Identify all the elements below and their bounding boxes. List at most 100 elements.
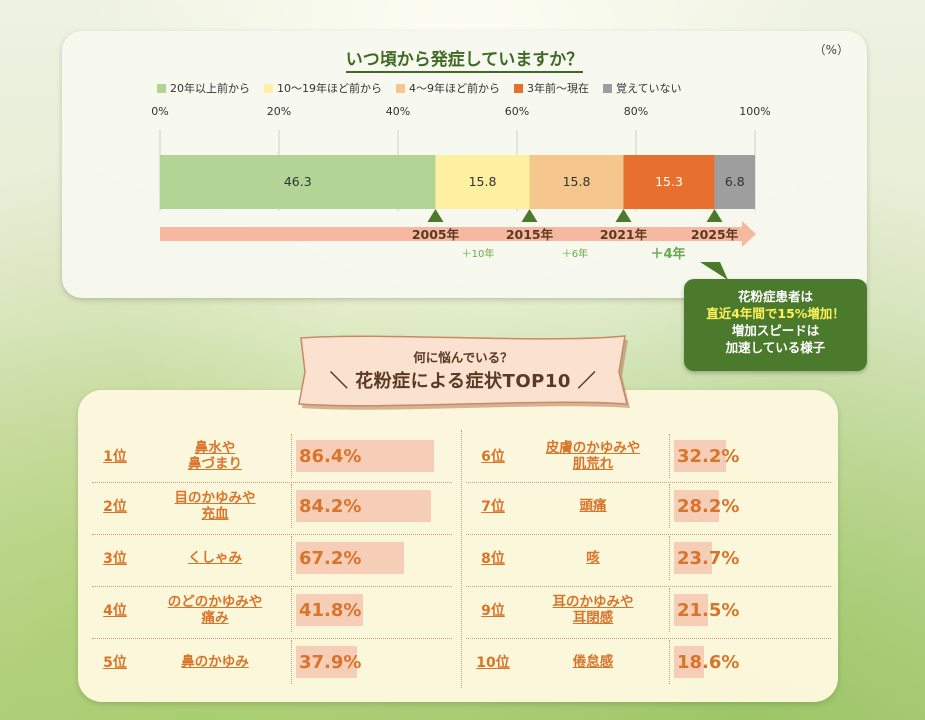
symptom-name: 倦怠感	[572, 654, 614, 670]
bar-segment	[160, 155, 436, 209]
rank-number: 1位	[103, 449, 127, 465]
bar-area: 23.7%	[669, 536, 819, 580]
legend-item: 覚えていない	[603, 80, 681, 96]
bar-area: 86.4%	[291, 434, 441, 478]
ranking-row: 2位 目のかゆみや 充血 84.2%	[85, 484, 455, 528]
rank-number: 8位	[481, 551, 505, 567]
percent-label: 32.2%	[677, 445, 740, 467]
symptom-name: くしゃみ	[188, 550, 242, 566]
bar-area: 18.6%	[669, 640, 819, 684]
timeline-marker	[521, 209, 538, 222]
percent-label: 28.2%	[677, 495, 740, 517]
data-label: 15.8	[563, 174, 591, 189]
stacked-bar-chart: 0% 20% 40% 60% 80% 100% 46.3 15.8 15.8 15.3 6.8 200…	[151, 105, 771, 280]
rank-number: 2位	[103, 499, 127, 515]
percent-bar	[296, 542, 404, 574]
symptom-name: 皮膚のかゆみや 肌荒れ	[545, 440, 641, 472]
bar-segment	[623, 155, 715, 209]
symptom-name: 頭痛	[579, 498, 607, 514]
x-tick-label: 0%	[151, 105, 168, 118]
ranking-row: 6位 皮膚のかゆみや 肌荒れ 32.2%	[463, 434, 833, 478]
rank-number: 3位	[103, 551, 127, 567]
legend-item: 20年以上前から	[157, 80, 250, 96]
rank-number: 6位	[481, 449, 505, 465]
callout-highlight: 直近4年間で15%増加！	[706, 306, 845, 321]
data-label: 6.8	[725, 174, 745, 189]
percent-label: 84.2%	[299, 495, 362, 517]
x-tick-label: 20%	[267, 105, 291, 118]
bar-area: 84.2%	[291, 484, 441, 528]
callout-line: 増加スピードは	[731, 323, 820, 338]
rank-number: 9位	[481, 603, 505, 619]
bar-area: 41.8%	[291, 588, 441, 632]
row-divider	[466, 586, 831, 587]
legend-swatch	[603, 83, 612, 93]
symptom-name: 鼻水や 鼻づまり	[188, 440, 242, 472]
ranking-row: 1位 鼻水や 鼻づまり 86.4%	[85, 434, 455, 478]
percent-label: 67.2%	[299, 547, 362, 569]
ranking-row: 8位 咳 23.7%	[463, 536, 833, 580]
timeline-year: 2021年	[600, 227, 648, 242]
ranking-row: 5位 鼻のかゆみ 37.9%	[85, 640, 455, 684]
row-divider	[92, 482, 452, 483]
row-divider	[92, 586, 452, 587]
column-divider	[461, 430, 462, 688]
percent-label: 23.7%	[677, 547, 740, 569]
percent-bar	[674, 646, 704, 678]
callout-box: 花粉症患者は 直近4年間で15%増加！ 増加スピードは 加速している様子	[684, 279, 867, 371]
bar-area: 21.5%	[669, 588, 819, 632]
symptoms-banner: 何に悩んでいる？ ＼ 花粉症による症状TOP10 ／	[293, 330, 633, 410]
banner-ribbon	[298, 335, 630, 410]
x-tick-label: 100%	[739, 105, 770, 118]
ranking-row: 10位 倦怠感 18.6%	[463, 640, 833, 684]
legend-swatch	[264, 83, 273, 93]
ranking-row: 3位 くしゃみ 67.2%	[85, 536, 455, 580]
row-divider	[466, 534, 831, 535]
bar-area: 37.9%	[291, 640, 441, 684]
ranking-row: 7位 頭痛 28.2%	[463, 484, 833, 528]
timeline-marker	[706, 209, 723, 222]
bar-area: 67.2%	[291, 536, 441, 580]
x-tick-label: 60%	[505, 105, 529, 118]
timeline-marker	[615, 209, 632, 222]
callout-line: 花粉症患者は	[737, 289, 813, 304]
row-divider	[92, 638, 452, 639]
percent-bar	[296, 594, 363, 626]
banner-subtitle: 何に悩んでいる？	[413, 350, 513, 365]
bar-segment	[435, 155, 530, 209]
timeline-year: 2025年	[691, 227, 739, 242]
chart-title: いつ頃から発症していますか？	[62, 45, 867, 73]
bar-segment	[714, 155, 755, 209]
percent-bar	[674, 594, 709, 626]
timeline-year: 2015年	[506, 227, 554, 242]
callout-pointer	[700, 262, 728, 280]
x-tick-label: 80%	[624, 105, 648, 118]
banner-title: ＼ 花粉症による症状TOP10 ／	[329, 371, 597, 392]
timeline-increment: ＋6年	[562, 247, 588, 260]
row-divider	[466, 638, 831, 639]
timeline-increment: ＋4年	[650, 246, 685, 262]
data-label: 15.3	[655, 174, 683, 189]
percent-label: 86.4%	[299, 445, 362, 467]
data-label: 15.8	[469, 174, 497, 189]
percent-bar	[296, 440, 435, 472]
percent-bar	[674, 440, 726, 472]
rank-number: 10位	[476, 655, 510, 671]
ranking-row: 4位 のどのかゆみや 痛み 41.8%	[85, 588, 455, 632]
callout-line: 加速している様子	[725, 340, 826, 355]
bar-area: 32.2%	[669, 434, 819, 478]
legend-swatch	[396, 83, 405, 93]
percent-bar	[674, 490, 720, 522]
bar-area: 28.2%	[669, 484, 819, 528]
row-divider	[92, 534, 452, 535]
timeline-arrow	[160, 221, 756, 247]
timeline-marker	[427, 209, 444, 222]
percent-bar	[674, 542, 712, 574]
timeline-increment: ＋10年	[462, 247, 495, 260]
percent-label: 18.6%	[677, 651, 740, 673]
percent-label: 37.9%	[299, 651, 362, 673]
percent-label: 21.5%	[677, 599, 740, 621]
rank-number: 7位	[481, 499, 505, 515]
rank-number: 5位	[103, 655, 127, 671]
legend-swatch	[157, 83, 166, 93]
